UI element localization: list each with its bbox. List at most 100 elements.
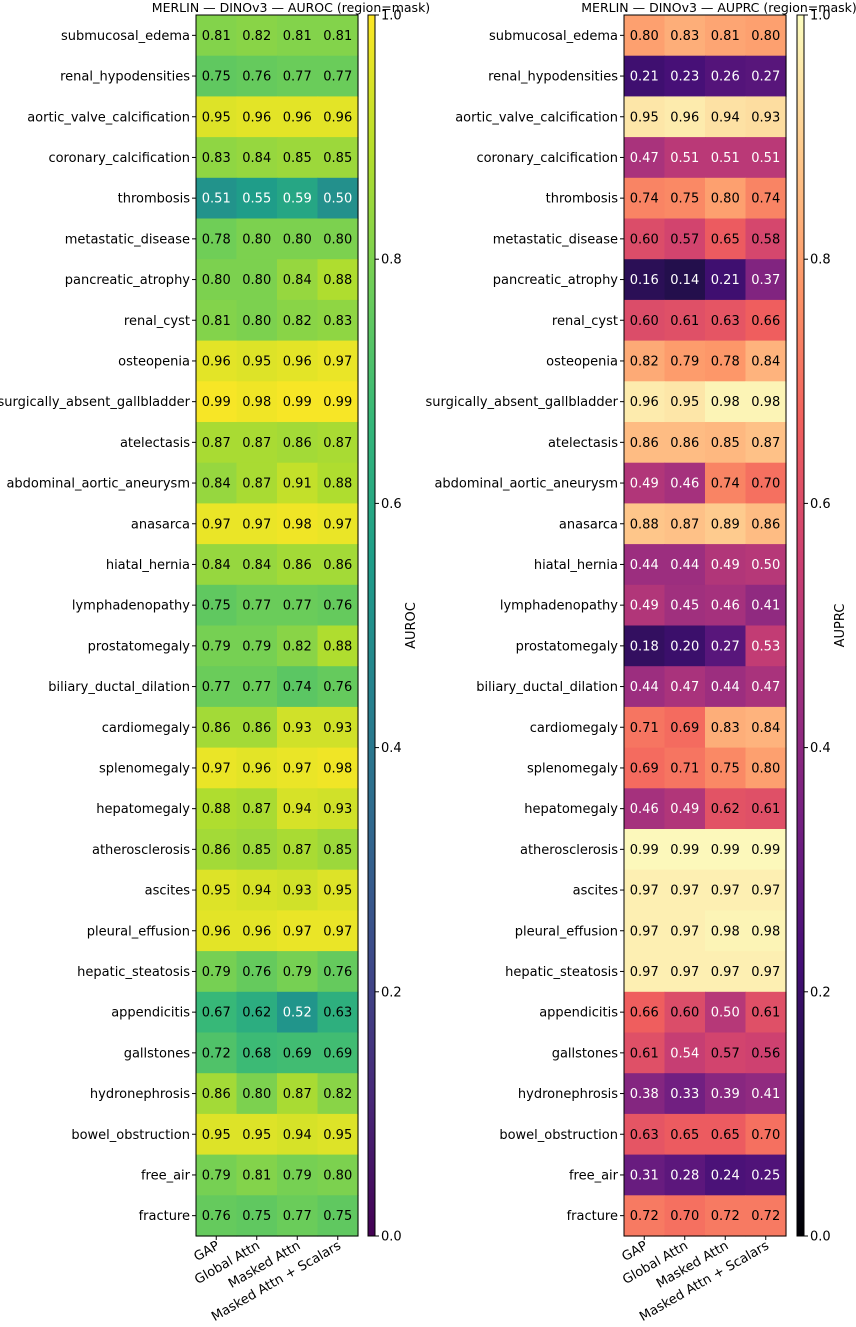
auroc-cell-value: 0.79 — [202, 639, 231, 654]
auroc-cell — [277, 1195, 319, 1237]
auprc-cell — [705, 910, 747, 952]
auroc-cell-value: 0.77 — [242, 680, 271, 695]
auprc-cell — [664, 462, 706, 504]
auprc-row-label: pleural_effusion — [515, 924, 618, 939]
auprc-cell-value: 0.94 — [711, 110, 740, 125]
auprc-cell — [745, 910, 787, 952]
auprc-cell — [745, 503, 787, 545]
auprc-cell — [624, 340, 666, 382]
auprc-cell — [664, 1113, 706, 1156]
auprc-cell-value: 0.28 — [670, 1168, 699, 1183]
auprc-cell — [745, 991, 787, 1034]
auroc-cell-value: 0.80 — [242, 273, 271, 288]
auroc-cell — [196, 1073, 238, 1115]
auroc-cell-value: 0.86 — [283, 436, 312, 451]
auprc-cell — [624, 503, 666, 545]
auroc-cell-value: 0.75 — [323, 1209, 352, 1224]
auroc-cell-value: 0.95 — [242, 354, 271, 369]
auprc-cell-value: 0.84 — [751, 354, 780, 369]
auroc-heatmap: MERLIN — DINOv3 — AUROC (region=mask) 0.8… — [0, 0, 430, 1325]
auprc-cell-value: 0.23 — [670, 70, 699, 85]
auprc-row-label: hepatomegaly — [524, 802, 618, 817]
auprc-cell — [664, 706, 706, 749]
auroc-colorbar-tick-label: 0.6 — [381, 497, 402, 512]
auroc-cell — [236, 299, 278, 342]
auprc-cell — [664, 177, 706, 220]
auprc-cell-value: 0.33 — [670, 1087, 699, 1102]
auprc-cell-value: 0.61 — [751, 802, 780, 817]
auprc-cell — [705, 991, 747, 1034]
auroc-cell — [317, 625, 359, 667]
auprc-row-label: ascites — [573, 884, 619, 899]
auroc-row-label: atelectasis — [120, 436, 190, 451]
auprc-cell-value: 0.98 — [751, 395, 780, 410]
auroc-row-label: bowel_obstruction — [71, 1128, 190, 1143]
auprc-cell — [745, 422, 787, 464]
auprc-cell — [664, 788, 706, 830]
auprc-row-label: atherosclerosis — [520, 843, 618, 858]
auroc-cell-value: 0.97 — [323, 924, 352, 939]
auroc-cell-value: 0.63 — [323, 1006, 352, 1021]
auprc-cell — [624, 177, 666, 220]
auprc-cell-value: 0.69 — [670, 721, 699, 736]
auprc-cell-value: 0.80 — [711, 192, 740, 207]
auroc-cell — [196, 747, 238, 789]
auroc-cell-value: 0.72 — [202, 1046, 231, 1061]
auroc-row-label: aortic_valve_calcification — [27, 110, 190, 125]
auroc-cell — [317, 1032, 359, 1074]
auroc-colorbar-tick-label: 0.2 — [381, 985, 402, 1000]
auroc-row-label: splenomegaly — [99, 761, 190, 776]
auprc-cell — [664, 503, 706, 545]
auroc-row-label: ascites — [145, 884, 191, 899]
auroc-cell — [317, 788, 359, 830]
auroc-cell — [196, 422, 238, 464]
auroc-cell-value: 0.87 — [242, 802, 271, 817]
auprc-cell — [705, 381, 747, 423]
auprc-cell-value: 0.87 — [751, 436, 780, 451]
auprc-cell-value: 0.54 — [670, 1046, 699, 1061]
auroc-cell — [196, 625, 238, 667]
auprc-cell-value: 0.80 — [630, 29, 659, 44]
auroc-cell-value: 0.93 — [283, 721, 312, 736]
auroc-cell-value: 0.94 — [283, 1128, 312, 1143]
auprc-cell-value: 0.80 — [751, 29, 780, 44]
auprc-colorbar-tick-label: 0.4 — [810, 741, 831, 756]
auprc-cell-value: 0.49 — [711, 558, 740, 573]
auprc-cell — [664, 218, 706, 260]
auroc-cell-value: 0.97 — [202, 517, 231, 532]
auprc-cell-value: 0.56 — [751, 1046, 780, 1061]
auroc-cell-value: 0.96 — [283, 110, 312, 125]
auroc-cell — [196, 96, 238, 138]
auroc-cell-value: 0.79 — [242, 639, 271, 654]
auroc-colorbar-tick-label: 0.4 — [381, 741, 402, 756]
auprc-cell — [624, 829, 666, 871]
auprc-row-label: cardiomegaly — [530, 721, 619, 736]
auprc-cell — [664, 991, 706, 1034]
auprc-cell — [705, 706, 747, 749]
auroc-cell-value: 0.93 — [283, 884, 312, 899]
auprc-cell — [664, 951, 706, 993]
auprc-cell-value: 0.27 — [751, 70, 780, 85]
auroc-cell — [317, 15, 359, 57]
auprc-cell — [705, 1154, 747, 1196]
auroc-row-label: osteopenia — [118, 354, 190, 369]
auprc-cell-value: 0.74 — [711, 477, 740, 492]
auprc-cell-value: 0.70 — [751, 1128, 780, 1143]
auroc-cell — [277, 55, 319, 97]
auroc-cell-value: 0.99 — [283, 395, 312, 410]
auroc-cell-value: 0.67 — [202, 1006, 231, 1021]
auroc-cell-value: 0.86 — [202, 843, 231, 858]
auroc-cell — [236, 666, 278, 708]
auprc-cell-value: 0.78 — [711, 354, 740, 369]
auprc-cell-value: 0.89 — [711, 517, 740, 532]
auroc-cell-value: 0.97 — [202, 761, 231, 776]
auroc-cell — [277, 381, 319, 423]
auroc-cell-value: 0.59 — [283, 192, 312, 207]
auroc-cell-value: 0.86 — [283, 558, 312, 573]
auroc-cell-value: 0.87 — [323, 436, 352, 451]
auprc-cell — [745, 1032, 787, 1074]
auroc-cell-value: 0.80 — [323, 1168, 352, 1183]
auroc-cell — [196, 381, 238, 423]
auprc-cell — [745, 1073, 787, 1115]
auroc-cell — [277, 869, 319, 911]
